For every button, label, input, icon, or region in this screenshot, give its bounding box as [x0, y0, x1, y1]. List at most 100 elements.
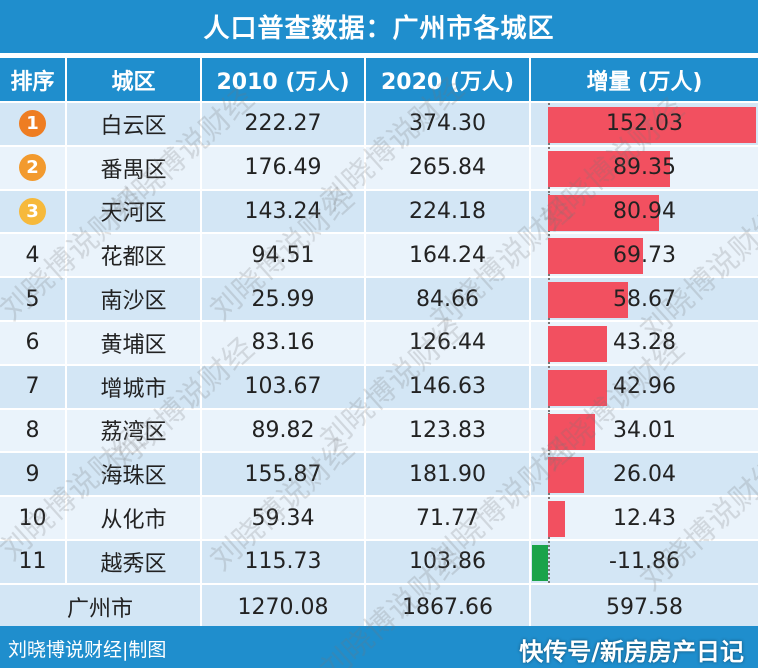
- value-2020: 123.83: [365, 407, 531, 453]
- table-row: 10 从化市 59.34 71.77 12.43: [0, 495, 758, 540]
- table-row: 1 白云区 222.27 374.30 152.03: [0, 101, 758, 146]
- increase-cell: 26.04: [530, 451, 758, 497]
- value-2020: 126.44: [365, 319, 531, 365]
- header-district: 城区: [66, 58, 202, 102]
- increase-value: 34.01: [613, 417, 676, 443]
- population-table: 排序 城区 2010 (万人) 2020 (万人) 增量 (万人) 1 白云区 22…: [0, 58, 758, 630]
- increase-value: 58.67: [613, 286, 676, 312]
- value-2020: 71.77: [365, 495, 531, 540]
- table-row: 3 天河区 143.24 224.18 80.94: [0, 188, 758, 234]
- table-row: 11 越秀区 115.73 103.86 -11.86: [0, 538, 758, 584]
- total-label: 广州市: [0, 582, 202, 630]
- increase-cell: 12.43: [530, 495, 758, 540]
- increase-bar: [531, 544, 548, 581]
- table-row: 4 花都区 94.51 164.24 69.73: [0, 232, 758, 278]
- increase-bar: [548, 107, 756, 143]
- increase-cell: 89.35: [530, 144, 758, 190]
- increase-bar: [548, 238, 644, 275]
- district-name: 海珠区: [66, 451, 202, 497]
- increase-bar: [548, 194, 659, 231]
- increase-value: 80.94: [613, 198, 676, 224]
- value-2010: 83.16: [201, 319, 366, 365]
- increase-value: 69.73: [613, 242, 676, 268]
- value-2020: 265.84: [365, 144, 531, 190]
- rank-number: 9: [25, 461, 40, 487]
- rank-number: 4: [25, 242, 40, 268]
- table-row: 7 增城市 103.67 146.63 42.96: [0, 363, 758, 409]
- rank-cell: 6: [0, 319, 67, 365]
- header-2020: 2020 (万人): [365, 58, 531, 102]
- increase-bar: [548, 501, 565, 538]
- footer-brand: 快传号/新房房产日记: [519, 638, 744, 666]
- increase-cell: 43.28: [530, 319, 758, 365]
- total-2020: 1867.66: [365, 582, 531, 630]
- value-2020: 224.18: [365, 188, 531, 234]
- rank-cell: 2: [0, 144, 67, 190]
- value-2010: 155.87: [201, 451, 366, 497]
- increase-bar: [548, 457, 584, 494]
- table-row: 6 黄埔区 83.16 126.44 43.28: [0, 319, 758, 365]
- value-2010: 89.82: [201, 407, 366, 453]
- table-row: 8 荔湾区 89.82 123.83 34.01: [0, 407, 758, 453]
- value-2010: 176.49: [201, 144, 366, 190]
- rank-medal-icon: 3: [19, 197, 46, 225]
- increase-value: -11.86: [609, 549, 680, 575]
- rank-number: 6: [25, 330, 40, 356]
- increase-bar: [548, 369, 607, 406]
- district-name: 越秀区: [66, 538, 202, 584]
- increase-bar: [548, 325, 608, 362]
- district-name: 白云区: [66, 101, 202, 146]
- value-2020: 164.24: [365, 232, 531, 278]
- value-2010: 103.67: [201, 363, 366, 409]
- rank-cell: 5: [0, 276, 67, 321]
- increase-cell: 34.01: [530, 407, 758, 453]
- value-2020: 84.66: [365, 276, 531, 321]
- increase-cell: 80.94: [530, 188, 758, 234]
- table-row: 5 南沙区 25.99 84.66 58.67: [0, 276, 758, 321]
- increase-value: 89.35: [613, 155, 676, 181]
- rank-cell: 3: [0, 188, 67, 234]
- district-name: 黄埔区: [66, 319, 202, 365]
- header-2010: 2010 (万人): [201, 58, 366, 102]
- increase-cell: 152.03: [530, 101, 758, 146]
- rank-number: 5: [25, 286, 40, 312]
- rank-cell: 7: [0, 363, 67, 409]
- value-2010: 59.34: [201, 495, 366, 540]
- table-row: 9 海珠区 155.87 181.90 26.04: [0, 451, 758, 497]
- rank-cell: 9: [0, 451, 67, 497]
- rank-medal-icon: 1: [19, 110, 46, 138]
- value-2010: 94.51: [201, 232, 366, 278]
- footer-bar: 刘晓博说财经|制图 快传号/新房房产日记: [0, 626, 758, 668]
- total-2010: 1270.08: [201, 582, 366, 630]
- header-rank: 排序: [0, 58, 67, 102]
- rank-medal-icon: 2: [19, 154, 46, 182]
- rank-number: 10: [18, 505, 47, 531]
- rank-number: 11: [18, 549, 47, 575]
- increase-cell: -11.86: [530, 538, 758, 584]
- district-name: 天河区: [66, 188, 202, 234]
- rank-cell: 10: [0, 495, 67, 540]
- value-2010: 25.99: [201, 276, 366, 321]
- value-2010: 222.27: [201, 101, 366, 146]
- rank-cell: 1: [0, 101, 67, 146]
- page-title: 人口普查数据：广州市各城区: [0, 0, 758, 53]
- footer-credit: 刘晓博说财经|制图: [8, 639, 167, 661]
- value-2010: 115.73: [201, 538, 366, 584]
- district-name: 增城市: [66, 363, 202, 409]
- district-name: 花都区: [66, 232, 202, 278]
- total-increase: 597.58: [530, 582, 758, 630]
- increase-bar: [548, 282, 629, 319]
- increase-value: 12.43: [613, 505, 676, 531]
- district-name: 从化市: [66, 495, 202, 540]
- increase-cell: 42.96: [530, 363, 758, 409]
- table-header-row: 排序 城区 2010 (万人) 2020 (万人) 增量 (万人): [0, 58, 758, 102]
- rank-cell: 11: [0, 538, 67, 584]
- increase-value: 152.03: [606, 111, 683, 137]
- increase-cell: 58.67: [530, 276, 758, 321]
- rank-cell: 8: [0, 407, 67, 453]
- increase-bar: [548, 413, 595, 450]
- rank-number: 8: [25, 417, 40, 443]
- table-row: 2 番禺区 176.49 265.84 89.35: [0, 144, 758, 190]
- increase-cell: 69.73: [530, 232, 758, 278]
- rank-number: 7: [25, 374, 40, 400]
